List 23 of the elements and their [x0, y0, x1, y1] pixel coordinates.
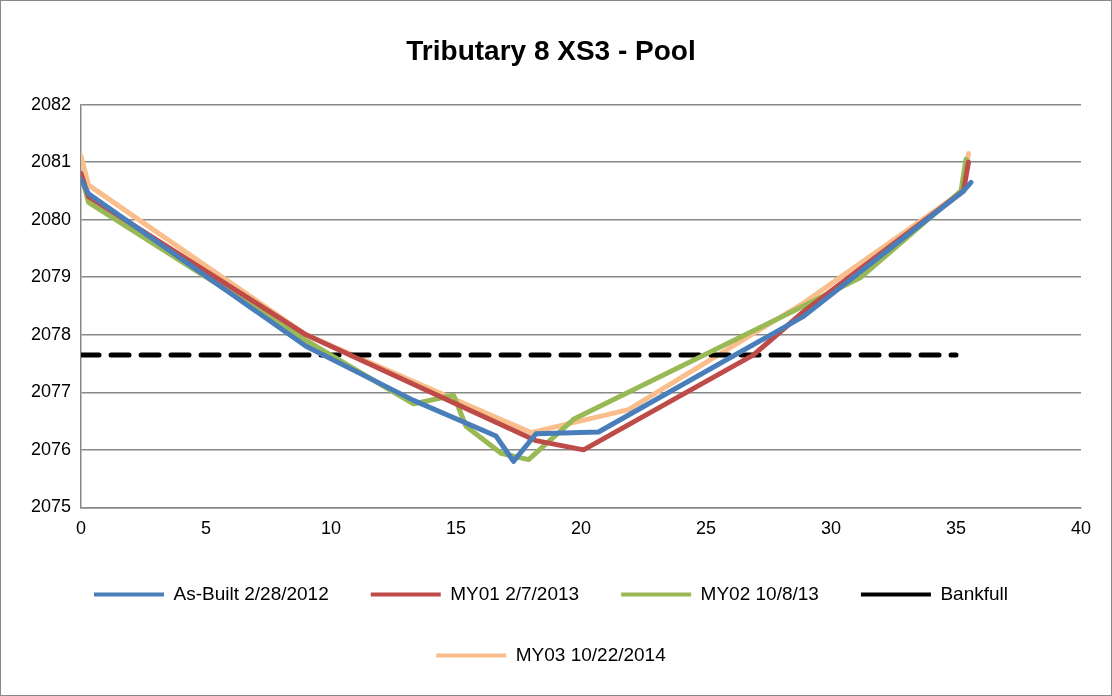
y-tick-label: 2080 — [31, 208, 72, 229]
x-tick-label: 40 — [1070, 518, 1092, 539]
x-tick-label: 0 — [76, 518, 87, 539]
legend-label: MY02 10/8/13 — [700, 582, 819, 604]
y-tick-label: 2081 — [31, 151, 72, 172]
y-tick-label: 2079 — [31, 266, 72, 287]
y-tick-label: 2076 — [31, 438, 72, 459]
x-tick-label: 30 — [821, 518, 842, 539]
y-tick-label: 2078 — [31, 323, 72, 344]
legend-label: Bankfull — [940, 582, 1009, 604]
x-tick-label: 5 — [201, 518, 212, 539]
legend-label: As-Built 2/28/2012 — [173, 582, 329, 604]
x-tick-label: 10 — [321, 518, 342, 539]
legend-label: MY01 2/7/2013 — [450, 582, 580, 604]
x-tick-label: 25 — [696, 518, 717, 539]
chart-title: Tributary 8 XS3 - Pool — [406, 34, 696, 66]
x-tick-label: 35 — [945, 518, 967, 539]
y-tick-label: 2077 — [31, 381, 72, 402]
y-tick-label: 2075 — [31, 496, 72, 517]
y-tick-label: 2082 — [31, 93, 72, 114]
x-tick-label: 15 — [446, 518, 467, 539]
x-tick-label: 20 — [571, 518, 592, 539]
legend-label: MY03 10/22/2014 — [515, 643, 667, 665]
